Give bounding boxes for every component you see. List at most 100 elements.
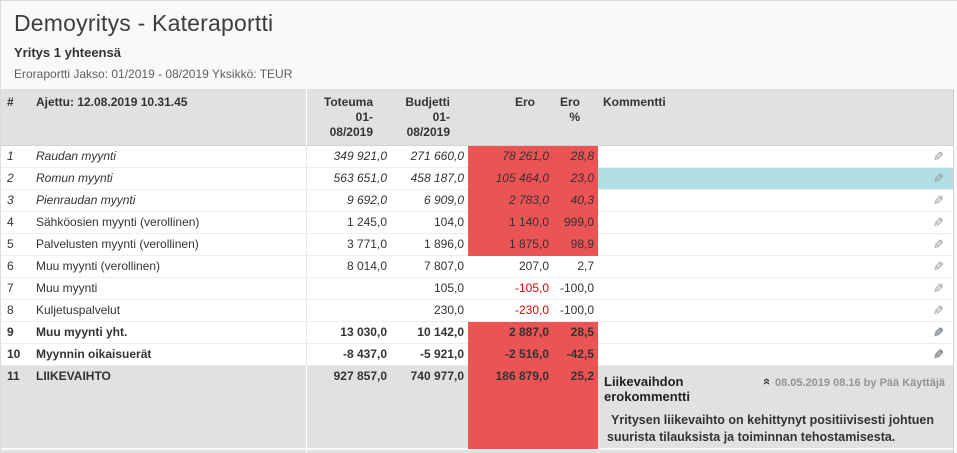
budget-value: 7 807,0 (391, 256, 468, 278)
actual-value: 563 651,0 (307, 168, 391, 190)
diff-pct-value: 40,3 (553, 190, 598, 212)
edit-pencil-icon[interactable]: ✎ (933, 303, 944, 318)
actual-value: 1 245,0 (307, 212, 391, 234)
report-meta: Eroraportti Jakso: 01/2019 - 08/2019 Yks… (14, 67, 293, 81)
comment-cell[interactable]: Liikevaihdon erokommentti «08.05.2019 08… (598, 256, 953, 278)
budget-value: 230,0 (391, 300, 468, 322)
diff-pct-value: 25,2 (553, 366, 598, 449)
comment-cell[interactable]: Liikevaihdon erokommentti «08.05.2019 08… (598, 168, 953, 190)
report-table: # Ajettu: 12.08.2019 10.31.45 Toteuma 01… (1, 89, 954, 453)
comment-cell[interactable]: Liikevaihdon erokommentti «08.05.2019 08… (598, 278, 953, 300)
account-name: LIIKEVAIHTO (31, 366, 307, 449)
edit-pencil-icon[interactable]: ✎ (933, 171, 944, 186)
edit-pencil-icon[interactable]: ✎ (933, 149, 944, 164)
account-name: Palvelusten myynti (verollinen) (31, 234, 307, 256)
table-row[interactable]: 11 LIIKEVAIHTO 927 857,0 740 977,0 186 8… (1, 366, 953, 449)
budget-value: 740 977,0 (391, 366, 468, 449)
row-number: 7 (1, 278, 31, 300)
row-number: 11 (1, 366, 31, 449)
budget-value: 271 660,0 (391, 146, 468, 168)
budget-value: 10 142,0 (391, 322, 468, 344)
actual-value: -8 437,0 (307, 344, 391, 366)
row-number: 6 (1, 256, 31, 278)
edit-pencil-icon[interactable]: ✎ (933, 281, 944, 296)
budget-value: 1 896,0 (391, 234, 468, 256)
edit-pencil-icon[interactable]: ✎ (933, 215, 944, 230)
actual-value: 8 014,0 (307, 256, 391, 278)
page-title: Demoyritys - Kateraportti (14, 10, 274, 36)
diff-value: 2 783,0 (468, 190, 553, 212)
diff-value: 186 879,0 (468, 366, 553, 449)
page-header: Demoyritys - Kateraportti Yritys 1 yhtee… (1, 1, 957, 89)
account-name: Romun myynti (31, 168, 307, 190)
partial-next-row (1, 449, 953, 453)
diff-value: 1 140,0 (468, 212, 553, 234)
col-header-run-timestamp: Ajettu: 12.08.2019 10.31.45 (31, 89, 307, 146)
table-row[interactable]: 4 Sähköosien myynti (verollinen) 1 245,0… (1, 212, 953, 234)
table-row[interactable]: 7 Muu myynti 105,0 -105,0 -100,0 Liikeva… (1, 278, 953, 300)
edit-pencil-icon[interactable]: ✎ (933, 237, 944, 252)
table-row[interactable]: 1 Raudan myynti 349 921,0 271 660,0 78 2… (1, 146, 953, 168)
comment-cell[interactable]: Liikevaihdon erokommentti «08.05.2019 08… (598, 300, 953, 322)
table-header-row: # Ajettu: 12.08.2019 10.31.45 Toteuma 01… (1, 89, 953, 146)
col-header-diff-pct: Ero % (553, 89, 598, 146)
budget-value: -5 921,0 (391, 344, 468, 366)
diff-pct-value: 2,7 (553, 256, 598, 278)
comment-cell[interactable]: Liikevaihdon erokommentti «08.05.2019 08… (598, 190, 953, 212)
table-row[interactable]: 2 Romun myynti 563 651,0 458 187,0 105 4… (1, 168, 953, 190)
edit-pencil-icon[interactable]: ✎ (933, 347, 944, 362)
col-header-budget: Budjetti 01- 08/2019 (391, 89, 468, 146)
diff-pct-value: 999,0 (553, 212, 598, 234)
diff-value: 1 875,0 (468, 234, 553, 256)
col-header-diff: Ero (468, 89, 553, 146)
comment-cell[interactable]: Liikevaihdon erokommentti «08.05.2019 08… (598, 146, 953, 168)
diff-value: 2 887,0 (468, 322, 553, 344)
table-row[interactable]: 6 Muu myynti (verollinen) 8 014,0 7 807,… (1, 256, 953, 278)
comment-title: Liikevaihdon erokommentti (604, 374, 690, 404)
table-row[interactable]: 9 Muu myynti yht. 13 030,0 10 142,0 2 88… (1, 322, 953, 344)
budget-value: 6 909,0 (391, 190, 468, 212)
row-number: 8 (1, 300, 31, 322)
diff-value: 207,0 (468, 256, 553, 278)
actual-value (307, 300, 391, 322)
diff-pct-value: 28,8 (553, 146, 598, 168)
collapse-icon[interactable]: « (759, 377, 775, 386)
budget-value: 105,0 (391, 278, 468, 300)
diff-pct-value: 98,9 (553, 234, 598, 256)
col-header-actual: Toteuma 01- 08/2019 (307, 89, 391, 146)
comment-cell[interactable]: Liikevaihdon erokommentti «08.05.2019 08… (598, 366, 953, 449)
diff-pct-value: 23,0 (553, 168, 598, 190)
budget-value: 458 187,0 (391, 168, 468, 190)
table-row[interactable]: 5 Palvelusten myynti (verollinen) 3 771,… (1, 234, 953, 256)
comment-cell[interactable]: Liikevaihdon erokommentti «08.05.2019 08… (598, 212, 953, 234)
col-header-comment: Kommentti (598, 89, 953, 146)
edit-pencil-icon[interactable]: ✎ (933, 259, 944, 274)
table-row[interactable]: 8 Kuljetuspalvelut 230,0 -230,0 -100,0 L… (1, 300, 953, 322)
table-row[interactable]: 3 Pienraudan myynti 9 692,0 6 909,0 2 78… (1, 190, 953, 212)
row-number: 4 (1, 212, 31, 234)
diff-pct-value: -100,0 (553, 300, 598, 322)
edit-pencil-icon[interactable]: ✎ (933, 325, 944, 340)
diff-pct-value: 28,5 (553, 322, 598, 344)
diff-pct-value: -100,0 (553, 278, 598, 300)
actual-value: 3 771,0 (307, 234, 391, 256)
comment-box: Liikevaihdon erokommentti «08.05.2019 08… (604, 366, 945, 446)
row-number: 5 (1, 234, 31, 256)
account-name: Muu myynti (verollinen) (31, 256, 307, 278)
edit-pencil-icon[interactable]: ✎ (933, 193, 944, 208)
table-row[interactable]: 10 Myynnin oikaisuerät -8 437,0 -5 921,0… (1, 344, 953, 366)
budget-value: 104,0 (391, 212, 468, 234)
company-subtitle: Yritys 1 yhteensä (14, 45, 121, 60)
diff-value: 78 261,0 (468, 146, 553, 168)
comment-cell[interactable]: Liikevaihdon erokommentti «08.05.2019 08… (598, 234, 953, 256)
comment-cell[interactable]: Liikevaihdon erokommentti «08.05.2019 08… (598, 322, 953, 344)
actual-value (307, 278, 391, 300)
diff-value: -2 516,0 (468, 344, 553, 366)
comment-cell[interactable]: Liikevaihdon erokommentti «08.05.2019 08… (598, 344, 953, 366)
row-number: 10 (1, 344, 31, 366)
actual-value: 927 857,0 (307, 366, 391, 449)
account-name: Kuljetuspalvelut (31, 300, 307, 322)
comment-meta: «08.05.2019 08.16 by Pää Käyttäjä (760, 374, 945, 389)
col-header-number: # (1, 89, 31, 146)
